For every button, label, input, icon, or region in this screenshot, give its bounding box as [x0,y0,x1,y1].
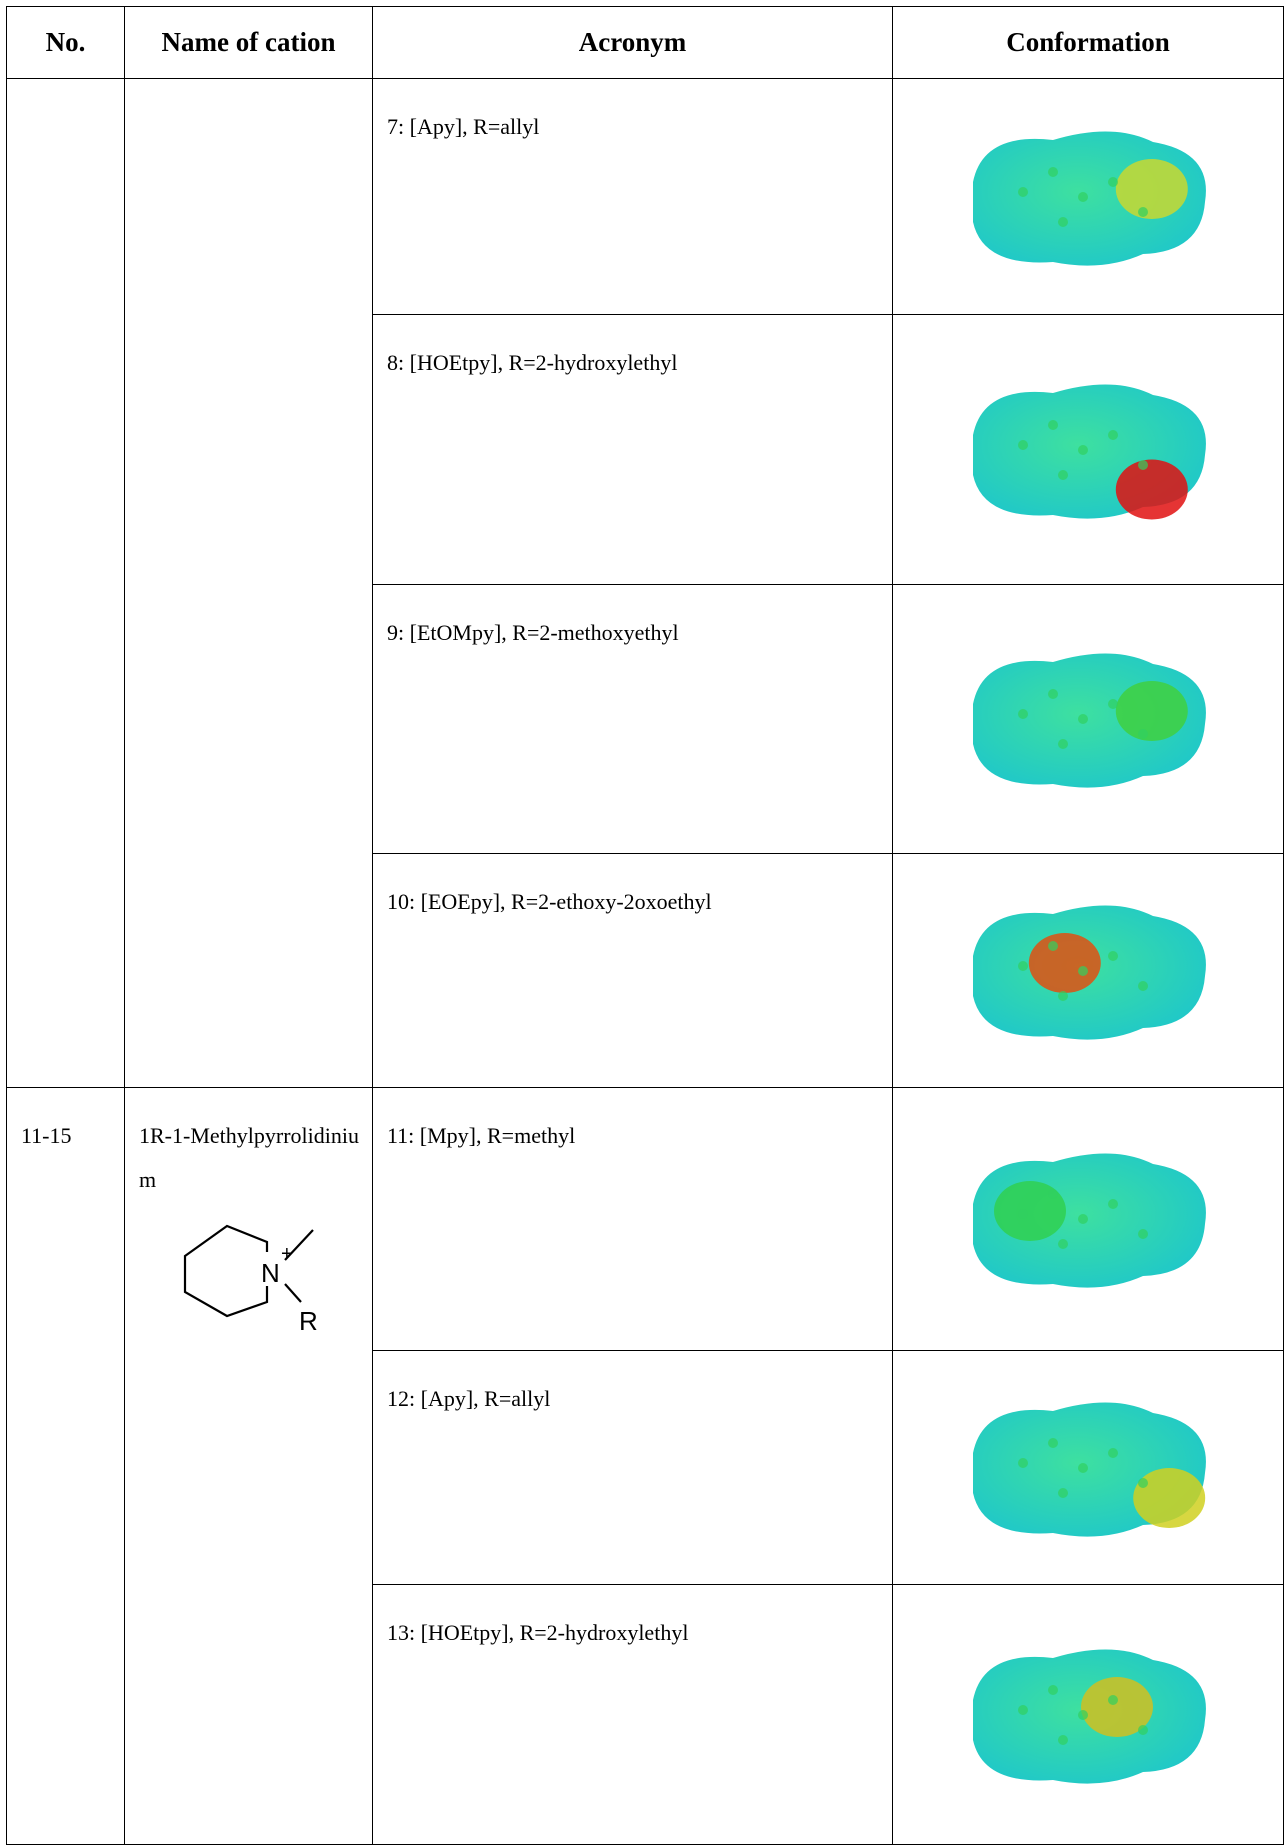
atom [1018,961,1028,971]
atom [1138,729,1148,739]
charge-label: + [281,1243,293,1265]
atom [1108,699,1118,709]
molecule-surface [943,1373,1233,1563]
atom [1138,981,1148,991]
name-cell: 1R-1-Methylpyrrolidinium N+ R [125,1088,373,1845]
acronym: 10: [EOEpy], R=2-ethoxy-2oxoethyl [373,854,892,924]
atom [1078,1214,1088,1224]
structure-diagram: N+ R [155,1202,355,1342]
acronym: 7: [Apy], R=allyl [373,79,892,149]
atom [1078,714,1088,724]
ring [185,1226,267,1316]
atom [1138,1478,1148,1488]
conformation-cell [893,315,1284,585]
atom [1018,187,1028,197]
acronym: 11: [Mpy], R=methyl [373,1088,892,1158]
acronym: 8: [HOEtpy], R=2-hydroxylethyl [373,315,892,385]
group-number: 11-15 [7,1088,124,1158]
table-row: 7: [Apy], R=allyl [7,79,1284,315]
acronym-cell: 11: [Mpy], R=methyl [373,1088,893,1351]
conformation-cell [893,1585,1284,1845]
atom [1058,1488,1068,1498]
acronym: 13: [HOEtpy], R=2-hydroxylethyl [373,1585,892,1655]
acronym: 9: [EtOMpy], R=2-methoxyethyl [373,585,892,655]
cation-name: 1R-1-Methylpyrrolidinium [125,1088,372,1202]
atom [1108,177,1118,187]
atom [1058,1239,1068,1249]
acronym-cell: 13: [HOEtpy], R=2-hydroxylethyl [373,1585,893,1845]
atom [1138,460,1148,470]
acronym-cell: 9: [EtOMpy], R=2-methoxyethyl [373,585,893,854]
atom [1058,991,1068,1001]
atom [1108,1448,1118,1458]
conformation-cell [893,1088,1284,1351]
atom [1108,430,1118,440]
atom [1078,1710,1088,1720]
atom [1108,1695,1118,1705]
acronym: 12: [Apy], R=allyl [373,1351,892,1421]
molecule-surface [943,876,1233,1066]
atom [1138,1229,1148,1239]
conformation-cell [893,79,1284,315]
surface-spot [1116,681,1188,741]
surface-spot [1029,933,1101,993]
number-cell: 11-15 [7,1088,125,1845]
conformation-cell [893,1351,1284,1585]
atom [1058,1735,1068,1745]
acronym-cell: 10: [EOEpy], R=2-ethoxy-2oxoethyl [373,854,893,1088]
molecule-surface [943,102,1233,292]
atom [1058,739,1068,749]
atom [1018,1209,1028,1219]
atom [1048,420,1058,430]
surface-spot [1116,159,1188,219]
atom-label: N [261,1258,280,1288]
atom [1138,207,1148,217]
header-cell: Name of cation [125,7,373,79]
header-cell: Acronym [373,7,893,79]
atom [1018,1705,1028,1715]
header-cell: No. [7,7,125,79]
atom [1138,1725,1148,1735]
atom [1048,689,1058,699]
molecule-surface [943,355,1233,545]
atom [1078,966,1088,976]
molecule-surface [943,1620,1233,1810]
atom [1048,167,1058,177]
atom [1058,217,1068,227]
bonds [285,1230,313,1302]
atom [1078,1463,1088,1473]
acronym-cell: 8: [HOEtpy], R=2-hydroxylethyl [373,315,893,585]
substituent-label: R [299,1306,318,1336]
page-body: No.Name of cationAcronymConformation 7: … [0,0,1285,1816]
atom [1108,1199,1118,1209]
name-cell [125,79,373,1088]
atom [1048,1438,1058,1448]
atom [1058,470,1068,480]
table-body: 7: [Apy], R=allyl 8: [HOEtpy], R=2-hydrox… [7,79,1284,1845]
atom [1078,445,1088,455]
atom [1018,1458,1028,1468]
conformation-cell [893,854,1284,1088]
surface-spot [1133,1468,1205,1528]
acronym-cell: 12: [Apy], R=allyl [373,1351,893,1585]
number-cell [7,79,125,1088]
header-cell: Conformation [893,7,1284,79]
atom [1018,440,1028,450]
molecule-surface [943,624,1233,814]
atom [1048,941,1058,951]
acronym-cell: 7: [Apy], R=allyl [373,79,893,315]
conformation-cell [893,585,1284,854]
molecule-surface [943,1124,1233,1314]
page: {"table": { "header": ["No.", "Name of c… [0,0,1285,1816]
surface-spot [1116,459,1188,519]
atom [1048,1189,1058,1199]
atom [1108,951,1118,961]
atom [1018,709,1028,719]
atom [1078,192,1088,202]
atom [1048,1685,1058,1695]
